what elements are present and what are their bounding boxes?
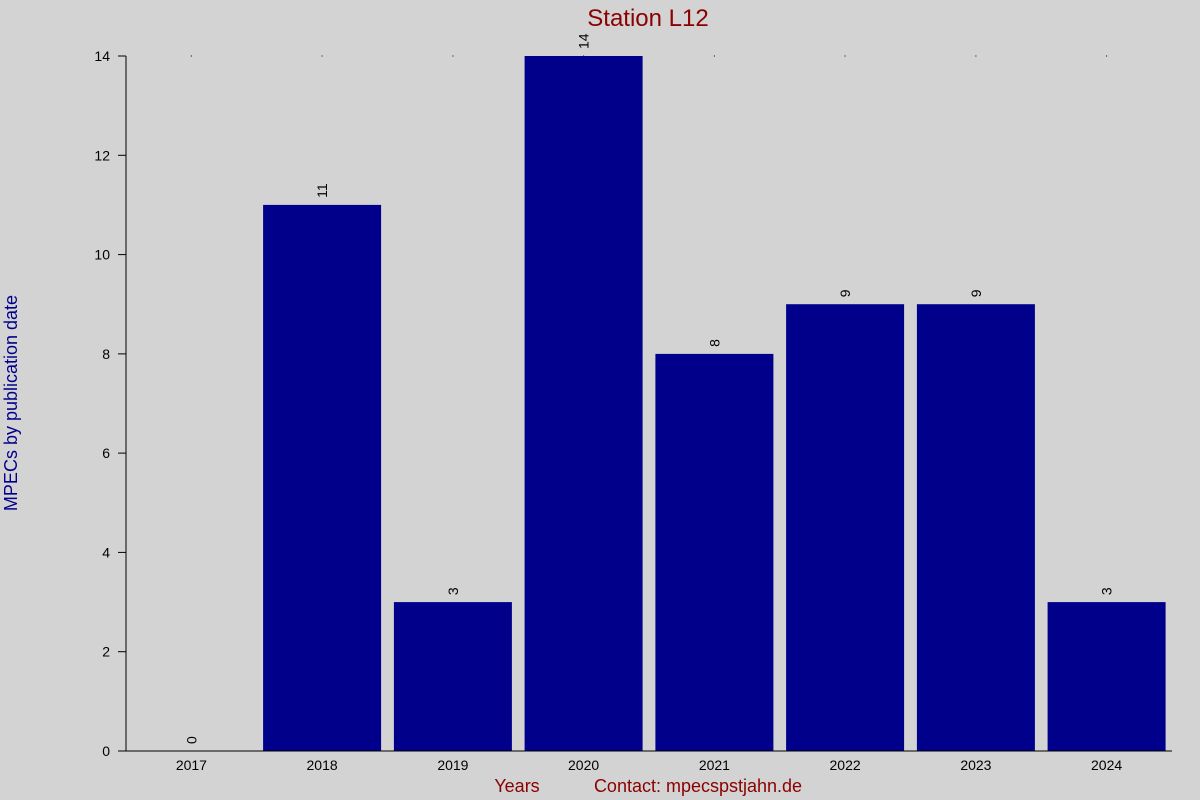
top-tick-mark (190, 55, 192, 57)
plot-area: 0201711201832019142020820219202292023320… (94, 33, 1172, 773)
bar-2021 (655, 353, 774, 751)
bar-2020 (524, 56, 643, 751)
x-tick-label: 2022 (830, 757, 861, 773)
bar-2019 (393, 602, 512, 751)
top-tick-mark (713, 55, 715, 57)
y-tick-label: 14 (94, 48, 110, 64)
y-tick-label: 4 (102, 544, 110, 560)
bar-2024 (1047, 602, 1166, 751)
top-tick-mark (975, 55, 977, 57)
bar-value-label: 3 (445, 587, 461, 595)
contact-label: Contact: mpecspstjahn.de (594, 776, 802, 796)
chart-title: Station L12 (587, 5, 708, 32)
x-axis-label: Years (494, 776, 539, 796)
x-tick-label: 2019 (437, 757, 468, 773)
bar-value-label: 14 (576, 33, 592, 49)
top-tick-mark (321, 55, 323, 57)
top-tick-mark (452, 55, 454, 57)
bar-value-label: 9 (837, 289, 853, 297)
x-tick-label: 2023 (960, 757, 991, 773)
top-tick-mark (583, 55, 585, 57)
bar-value-label: 9 (968, 289, 984, 297)
bar-2018 (263, 204, 382, 751)
x-tick-label: 2017 (176, 757, 207, 773)
top-tick-mark (1106, 55, 1108, 57)
bar-value-label: 11 (314, 183, 330, 198)
y-tick-label: 6 (102, 445, 110, 461)
y-tick-label: 10 (94, 247, 110, 263)
y-tick-label: 0 (102, 743, 110, 759)
x-tick-label: 2024 (1091, 757, 1122, 773)
y-tick-label: 8 (102, 346, 110, 362)
bar-2023 (916, 304, 1035, 751)
x-tick-label: 2021 (699, 757, 730, 773)
bar-value-label: 0 (183, 736, 199, 744)
x-tick-label: 2020 (568, 757, 599, 773)
y-axis-label: MPECs by publication date (1, 295, 21, 511)
y-tick-label: 12 (94, 147, 110, 163)
bar-value-label: 8 (706, 339, 722, 347)
x-tick-label: 2018 (307, 757, 338, 773)
top-tick-mark (844, 55, 846, 57)
bar-value-label: 3 (1099, 587, 1115, 595)
y-tick-label: 2 (102, 644, 110, 660)
bar-2022 (786, 304, 905, 751)
